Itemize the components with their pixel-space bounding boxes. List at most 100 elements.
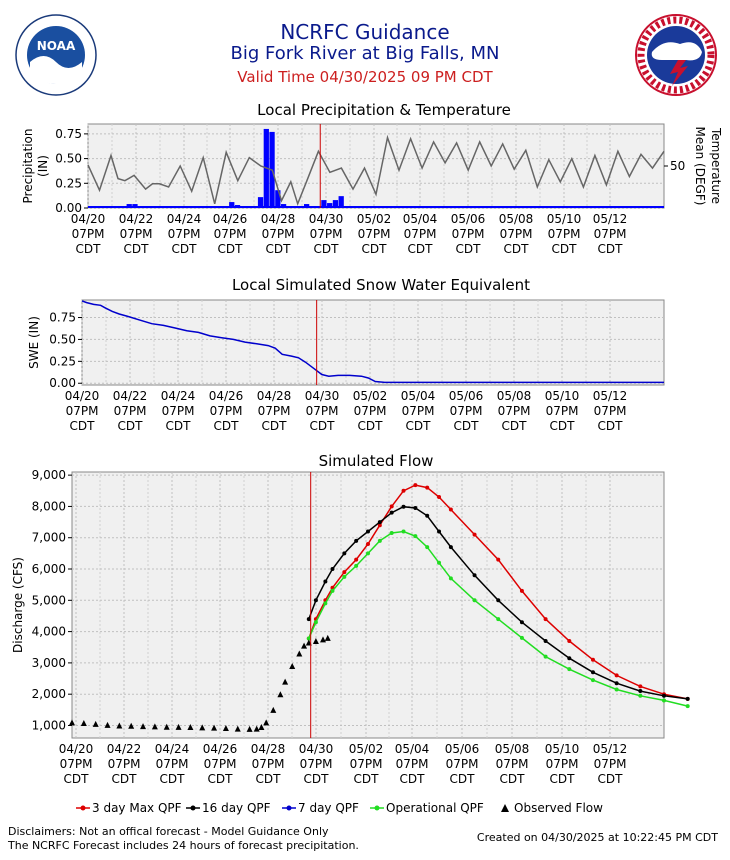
x-tick-label: 04/22 07PM CDT xyxy=(113,389,148,433)
flow-series-point xyxy=(519,588,524,593)
nws-logo xyxy=(635,14,717,96)
x-tick-label: 05/08 07PM CDT xyxy=(499,212,534,256)
legend-label: Observed Flow xyxy=(514,801,603,815)
y-tick-label: 3,000 xyxy=(32,656,66,670)
flow-series-point xyxy=(323,579,328,584)
y-tick-label: 0.75 xyxy=(49,311,76,325)
y-tick-label: 6,000 xyxy=(32,562,66,576)
flow-series-point xyxy=(519,620,524,625)
flow-series-point xyxy=(448,545,453,550)
flow-series-line xyxy=(308,484,688,700)
flow-series-point xyxy=(685,696,690,701)
chart-title: Local Precipitation & Temperature xyxy=(257,101,511,119)
x-tick-label: 04/30 07PM CDT xyxy=(299,742,334,786)
x-tick-label: 05/08 07PM CDT xyxy=(495,742,530,786)
flow-series-point xyxy=(306,636,311,641)
disclaimer-line-1: Disclaimers: Not an offical forecast - M… xyxy=(8,825,329,838)
flow-series-point xyxy=(389,510,394,515)
y-tick-label: 0.50 xyxy=(49,332,76,346)
x-tick-label: 04/20 07PM CDT xyxy=(65,389,100,433)
precip-bar xyxy=(332,200,339,208)
noaa-logo-text: NOAA xyxy=(37,39,76,53)
x-tick-label: 05/10 07PM CDT xyxy=(545,742,580,786)
observed-flow-point xyxy=(289,663,296,670)
flow-series-point xyxy=(614,681,619,686)
flow-series-point xyxy=(590,657,595,662)
x-tick-label: 05/06 07PM CDT xyxy=(449,389,484,433)
x-tick-label: 04/20 07PM CDT xyxy=(71,212,106,256)
flow-series-point xyxy=(425,545,430,550)
legend-marker xyxy=(286,805,292,811)
x-tick-label: 04/28 07PM CDT xyxy=(261,212,296,256)
precip-bar xyxy=(338,196,344,208)
y-tick-label: 4,000 xyxy=(32,625,66,639)
observed-flow-point xyxy=(320,636,327,643)
observed-flow-point xyxy=(175,723,182,730)
flow-series-point xyxy=(306,617,311,622)
y2-axis-label-unit: Mean (DEGF) xyxy=(693,127,707,206)
x-tick-label: 05/12 07PM CDT xyxy=(593,742,628,786)
flow-series-point xyxy=(543,617,548,622)
y-tick-label: 0.50 xyxy=(55,152,82,166)
precip-bar xyxy=(327,203,333,208)
observed-flow-point xyxy=(222,724,229,731)
flow-series-point xyxy=(366,541,370,546)
flow-series-point xyxy=(313,620,318,625)
flow-series-point xyxy=(342,551,347,556)
plot-area xyxy=(81,299,665,386)
observed-flow-point xyxy=(199,724,206,731)
page-title: NCRFC Guidance xyxy=(280,20,450,44)
flow-series-point xyxy=(543,638,548,643)
observed-flow-point xyxy=(263,719,270,726)
y-tick-label: 9,000 xyxy=(32,468,66,482)
observed-flow-point xyxy=(246,725,253,732)
y-axis-label: Precipitation xyxy=(21,128,35,203)
flow-series-point xyxy=(323,601,328,606)
observed-flow-point xyxy=(270,706,277,713)
flow-series-point xyxy=(567,667,572,672)
x-tick-label: 04/24 07PM CDT xyxy=(155,742,190,786)
precip-bar xyxy=(229,202,235,208)
flow-series-point xyxy=(437,529,442,534)
flow-chart: Simulated Flow 04/20 07PM CDT 04/22 07PM CDT 04… xyxy=(11,452,690,786)
y-tick-label: 5,000 xyxy=(32,593,66,607)
flow-series-point xyxy=(342,574,347,579)
y-tick-label: 0.00 xyxy=(55,201,82,215)
observed-flow-point xyxy=(151,723,158,730)
flow-series-point xyxy=(638,693,643,698)
x-tick-label: 04/26 07PM CDT xyxy=(209,389,244,433)
observed-flow-point xyxy=(253,725,260,732)
legend-label: 7 day QPF xyxy=(298,801,359,815)
x-tick-label: 05/12 07PM CDT xyxy=(593,389,628,433)
observed-flow-point xyxy=(69,719,75,726)
legend-marker xyxy=(190,805,196,811)
flow-series-point xyxy=(401,529,406,534)
y-tick-label: 0.25 xyxy=(55,176,82,190)
precip-temp-chart: Local Precipitation & Temperature 04/20 07… xyxy=(21,101,723,256)
x-tick-label: 05/10 07PM CDT xyxy=(545,389,580,433)
flow-series-point xyxy=(413,505,418,510)
flow-series-point xyxy=(638,684,643,689)
flow-series-point xyxy=(437,560,442,565)
flow-series-point xyxy=(366,529,370,534)
precip-bar xyxy=(321,200,327,208)
flow-series-point xyxy=(519,635,524,640)
flow-series-point xyxy=(472,573,477,578)
observed-flow-point xyxy=(282,678,289,685)
x-tick-label: 04/30 07PM CDT xyxy=(305,389,340,433)
flow-series-point xyxy=(377,520,382,525)
flow-series-point xyxy=(401,504,406,509)
legend-label: Operational QPF xyxy=(386,801,484,815)
plot-area xyxy=(71,471,665,739)
flow-series-point xyxy=(567,656,572,661)
legend-marker xyxy=(80,805,86,811)
x-tick-label: 05/04 07PM CDT xyxy=(395,742,430,786)
chart-title: Local Simulated Snow Water Equivalent xyxy=(232,276,530,294)
flow-series-point xyxy=(496,598,501,603)
disclaimer: Disclaimers: Not an offical forecast - M… xyxy=(8,825,359,853)
precip-bar xyxy=(275,190,281,208)
flow-series-point xyxy=(425,513,430,518)
x-tick-label: 04/20 07PM CDT xyxy=(59,742,94,786)
observed-flow-point xyxy=(116,722,123,729)
